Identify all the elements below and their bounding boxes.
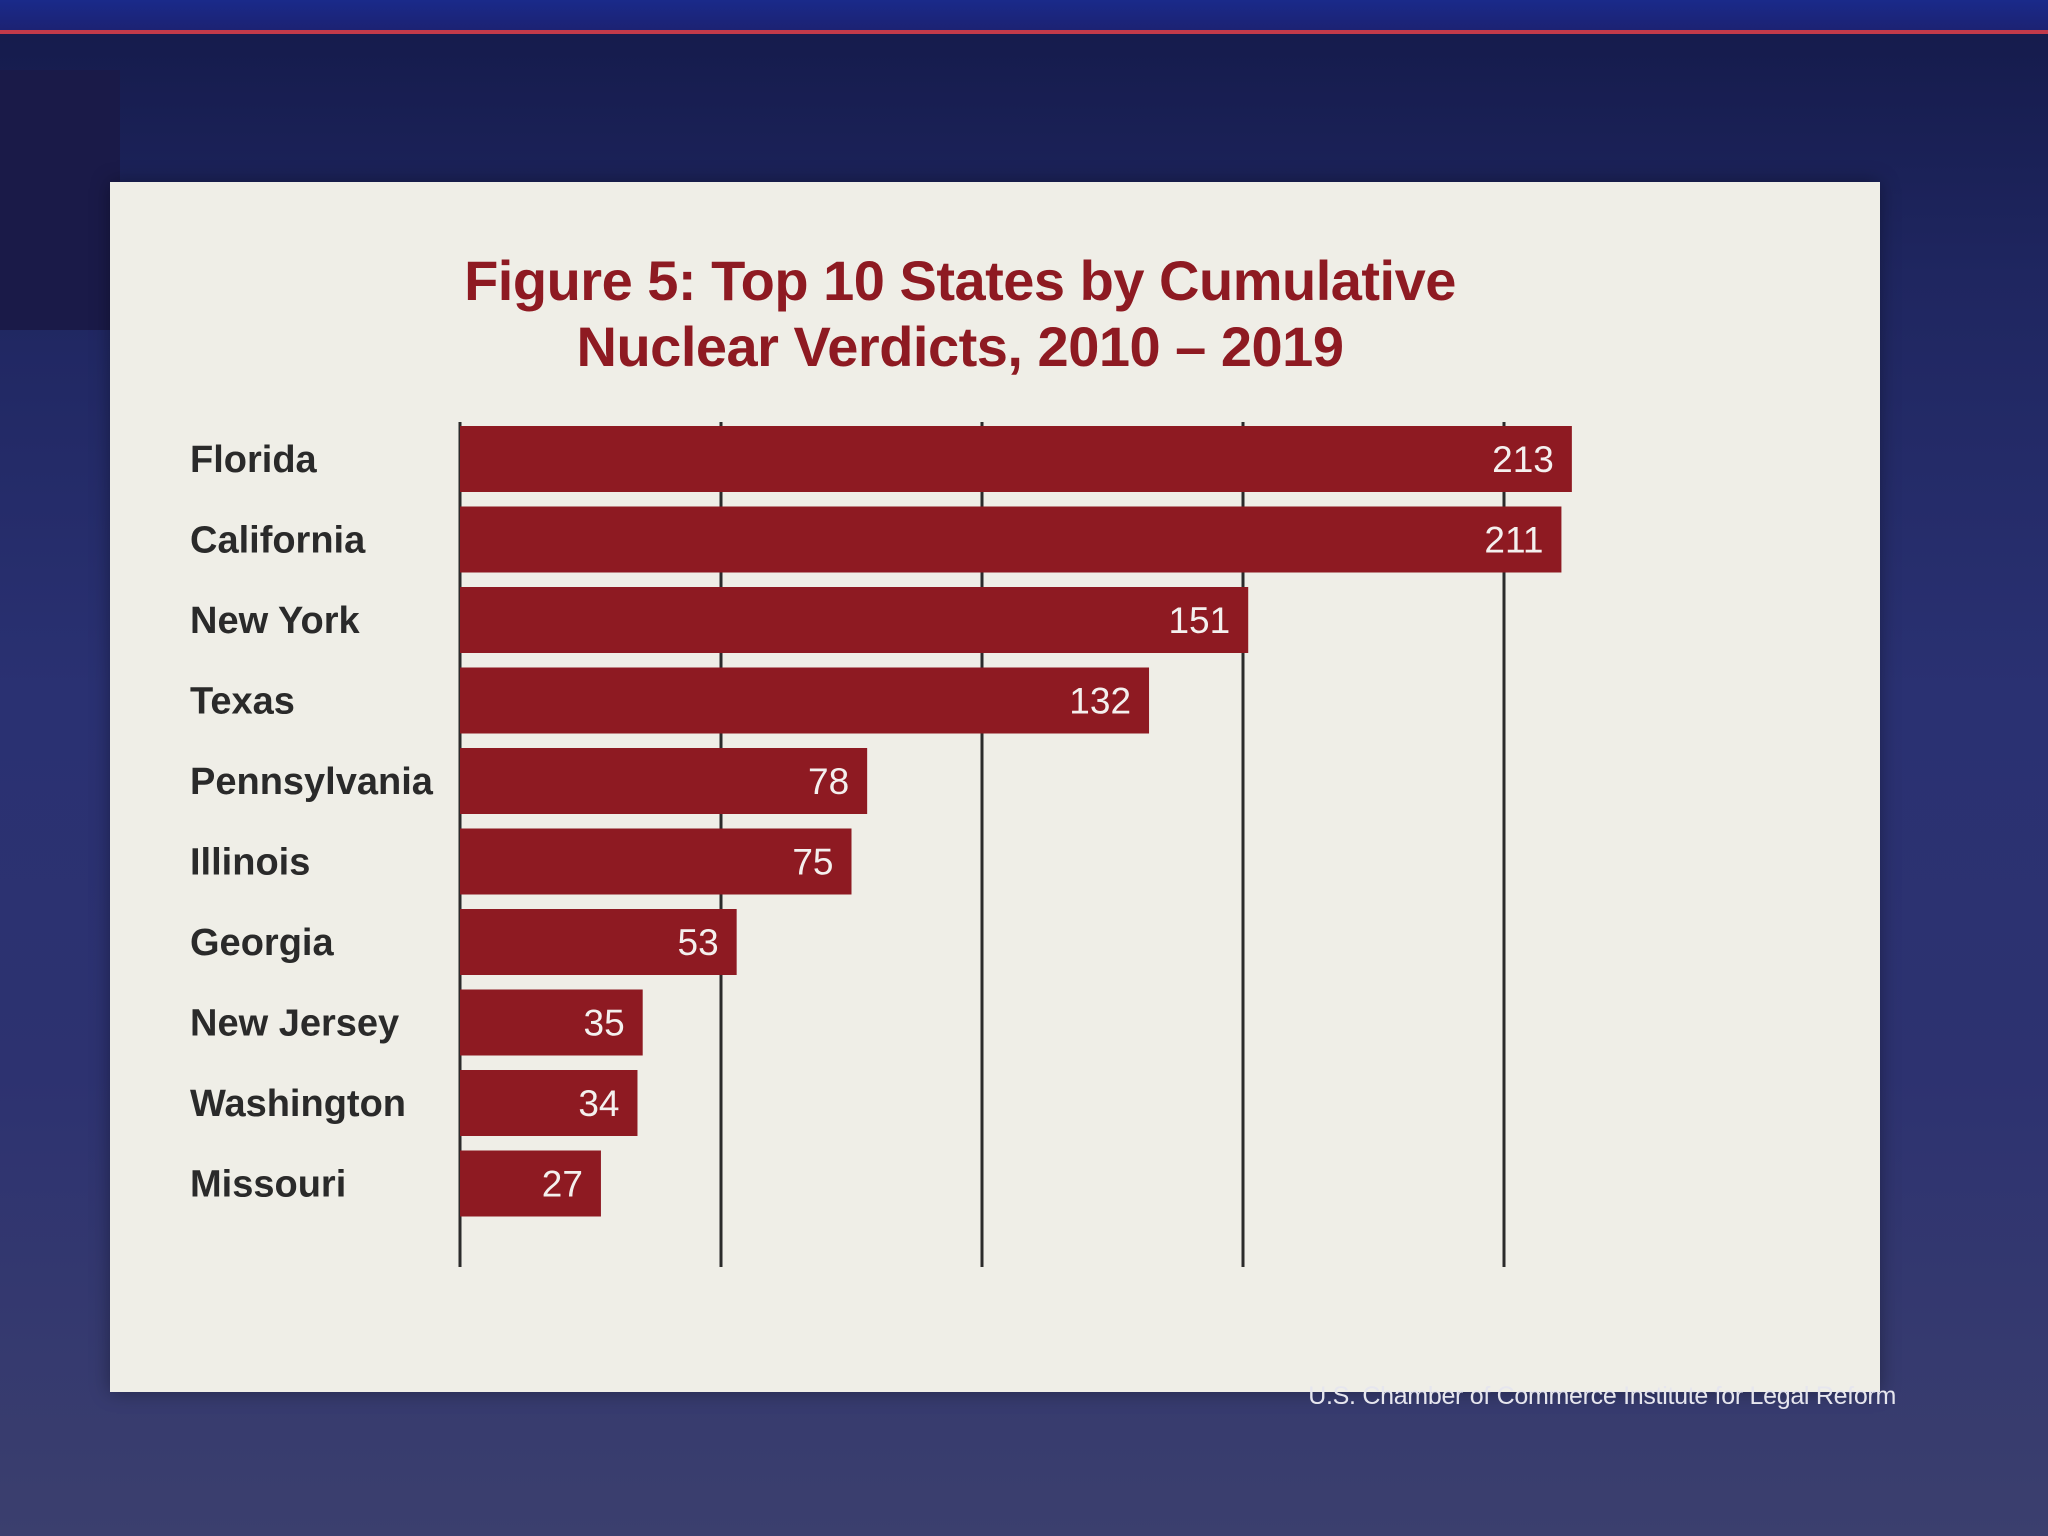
chart-title-line-1: Figure 5: Top 10 States by Cumulative: [464, 249, 1456, 312]
value-label-new-jersey: 35: [584, 1003, 625, 1044]
bar-washington: [460, 1070, 638, 1136]
projector-top-accent-line: [0, 30, 2048, 34]
value-label-georgia: 53: [678, 922, 719, 963]
bar-florida: [460, 426, 1572, 492]
category-label-illinois: Illinois: [190, 842, 310, 884]
bar-illinois: [460, 828, 852, 895]
value-label-pennsylvania: 78: [808, 761, 849, 802]
value-label-texas: 132: [1069, 681, 1131, 722]
bar-new-jersey: [460, 989, 643, 1056]
bar-california: [460, 506, 1562, 573]
category-label-washington: Washington: [190, 1083, 406, 1125]
category-label-texas: Texas: [190, 681, 295, 723]
source-note: U.S. Chamber of Commerce Institute for L…: [1308, 1382, 1896, 1410]
chart-slide: Figure 5: Top 10 States by Cumulative Nu…: [110, 182, 1880, 1392]
chart-title: Figure 5: Top 10 States by Cumulative Nu…: [110, 248, 1810, 380]
bar-new-york: [460, 587, 1249, 653]
bar-texas: [460, 667, 1150, 734]
value-label-california: 211: [1484, 520, 1543, 561]
category-label-new-york: New York: [190, 600, 361, 642]
value-label-new-york: 151: [1168, 600, 1230, 641]
category-label-pennsylvania: Pennsylvania: [190, 761, 434, 803]
value-label-florida: 213: [1492, 439, 1554, 480]
bar-missouri: [460, 1150, 601, 1217]
bar-chart: 213 Florida 211 California 151 New York 132 Tex…: [190, 422, 1572, 1267]
category-label-new-jersey: New Jersey: [190, 1003, 399, 1045]
category-label-california: California: [190, 520, 366, 562]
category-label-georgia: Georgia: [190, 922, 334, 964]
value-label-missouri: 27: [542, 1164, 583, 1205]
category-label-florida: Florida: [190, 439, 318, 481]
value-label-washington: 34: [578, 1083, 619, 1124]
projector-top-strip: [0, 0, 2048, 34]
bar-pennsylvania: [460, 748, 868, 814]
screen-side-band: [0, 70, 120, 330]
category-label-missouri: Missouri: [190, 1164, 346, 1206]
value-label-illinois: 75: [792, 842, 833, 883]
chart-title-line-2: Nuclear Verdicts, 2010 – 2019: [576, 315, 1344, 378]
bar-georgia: [460, 909, 737, 975]
